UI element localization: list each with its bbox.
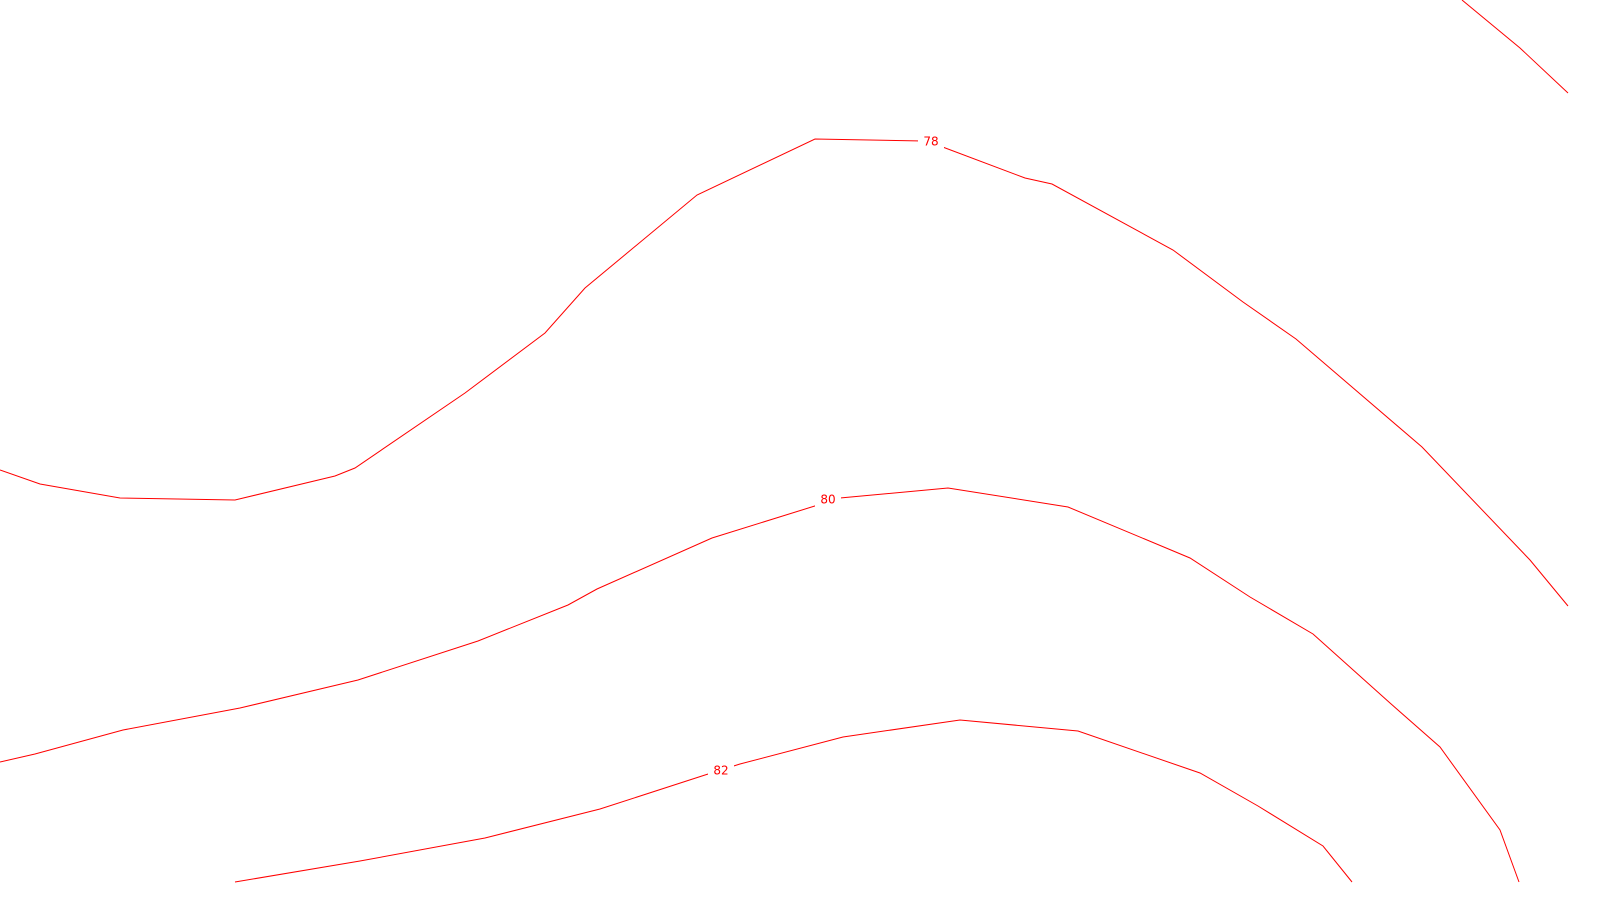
contour-label-78: 78 xyxy=(923,135,938,149)
contour-80: 80 xyxy=(0,487,1520,883)
contour-top-right xyxy=(1461,0,1569,94)
contour-line-top-right xyxy=(1461,0,1569,94)
contour-78: 78 xyxy=(0,134,1569,607)
contour-82: 82 xyxy=(234,719,1353,883)
contour-line-82 xyxy=(234,719,1353,883)
contour-line-78 xyxy=(0,138,1569,607)
contour-label-80: 80 xyxy=(820,493,835,507)
contour-label-82: 82 xyxy=(713,764,728,778)
